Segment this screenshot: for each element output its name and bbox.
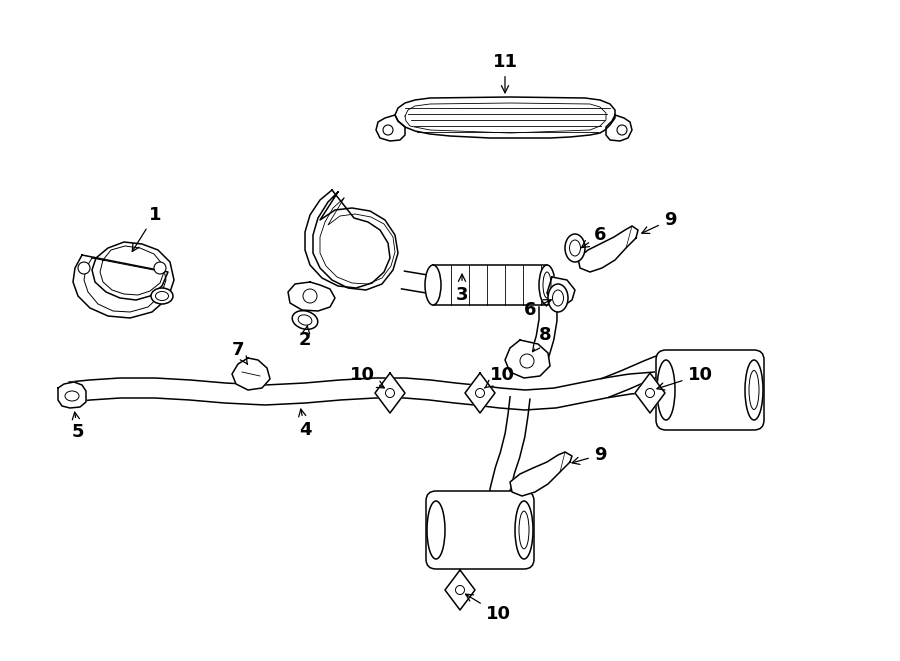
Ellipse shape: [565, 234, 585, 262]
Text: 10: 10: [657, 366, 713, 390]
Ellipse shape: [548, 284, 568, 312]
Text: 4: 4: [299, 409, 311, 439]
Text: 6: 6: [581, 226, 607, 248]
Polygon shape: [578, 226, 638, 272]
Polygon shape: [376, 115, 405, 141]
Polygon shape: [58, 382, 86, 408]
Polygon shape: [526, 307, 557, 371]
Text: 7: 7: [232, 341, 248, 364]
Polygon shape: [635, 373, 665, 413]
Text: 5: 5: [72, 412, 85, 441]
Polygon shape: [73, 242, 174, 318]
Text: 9: 9: [572, 446, 607, 465]
Text: 6: 6: [524, 299, 551, 319]
Polygon shape: [547, 277, 575, 307]
FancyBboxPatch shape: [426, 491, 534, 569]
Polygon shape: [473, 372, 656, 410]
Polygon shape: [606, 115, 632, 141]
Polygon shape: [445, 570, 475, 610]
Polygon shape: [69, 378, 476, 405]
Ellipse shape: [427, 501, 445, 559]
Polygon shape: [72, 242, 172, 318]
Text: 10: 10: [484, 366, 515, 388]
Ellipse shape: [425, 265, 441, 305]
Ellipse shape: [515, 501, 533, 559]
Text: 1: 1: [132, 206, 161, 251]
Ellipse shape: [745, 360, 763, 420]
Polygon shape: [313, 192, 398, 290]
Text: 10: 10: [349, 366, 384, 388]
Polygon shape: [465, 373, 495, 413]
Text: 3: 3: [455, 274, 468, 304]
Circle shape: [557, 288, 567, 298]
Circle shape: [78, 262, 90, 274]
Circle shape: [154, 262, 166, 274]
Text: 10: 10: [465, 594, 510, 623]
Polygon shape: [505, 340, 550, 378]
Polygon shape: [433, 265, 547, 305]
Ellipse shape: [151, 288, 173, 304]
Polygon shape: [395, 97, 615, 138]
Polygon shape: [488, 397, 530, 509]
Ellipse shape: [539, 265, 555, 305]
Polygon shape: [375, 373, 405, 413]
Text: 9: 9: [642, 211, 676, 233]
Polygon shape: [288, 282, 335, 311]
Text: 11: 11: [492, 53, 517, 93]
Text: 8: 8: [533, 326, 552, 352]
Polygon shape: [401, 271, 435, 294]
Polygon shape: [510, 452, 572, 496]
Polygon shape: [601, 353, 671, 397]
Polygon shape: [232, 358, 270, 390]
Ellipse shape: [657, 360, 675, 420]
Text: 2: 2: [299, 325, 311, 349]
FancyBboxPatch shape: [656, 350, 764, 430]
Ellipse shape: [292, 311, 318, 329]
Polygon shape: [305, 190, 390, 288]
